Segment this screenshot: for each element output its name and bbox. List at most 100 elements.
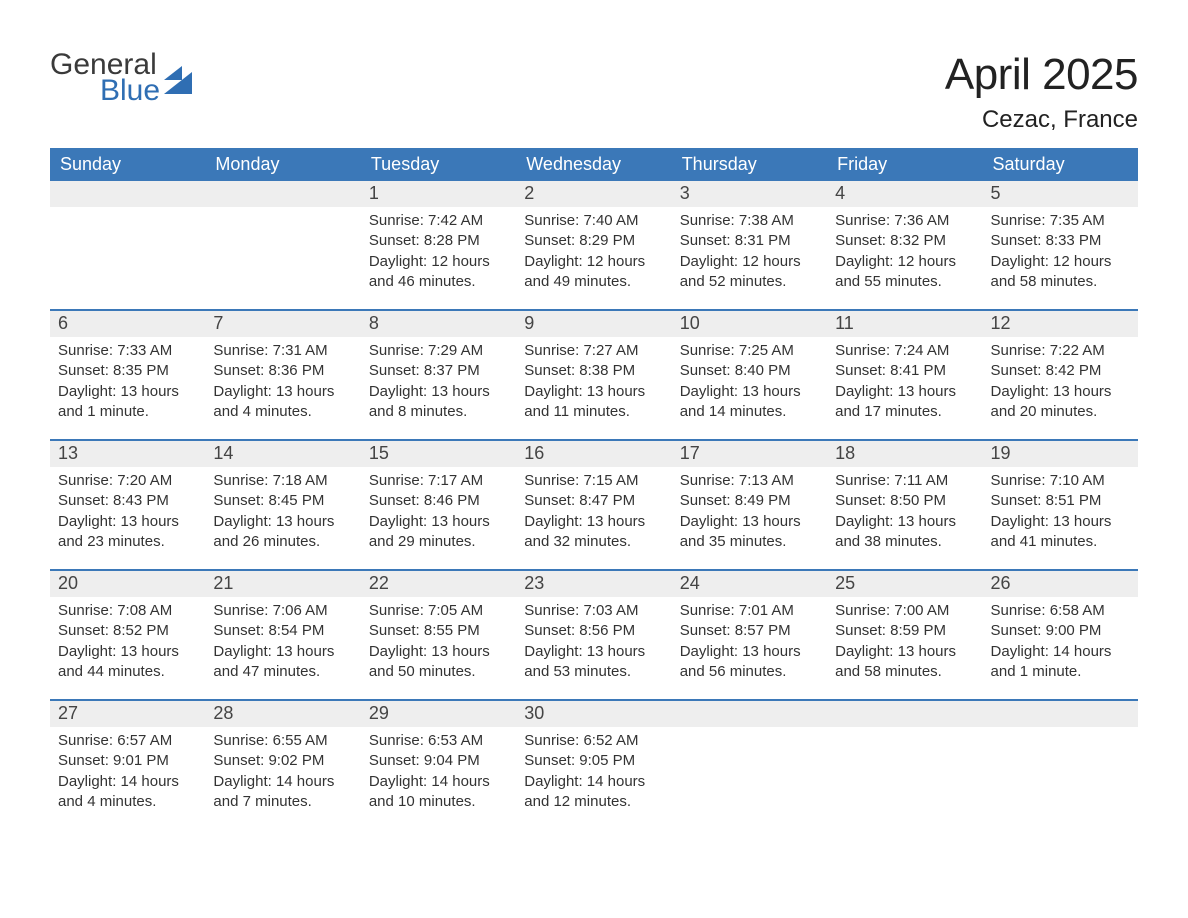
day-number: 16 — [516, 441, 671, 467]
sunset-text: Sunset: 8:33 PM — [991, 231, 1130, 251]
weekday-header: Thursday — [672, 148, 827, 181]
day-details: Sunrise: 7:05 AMSunset: 8:55 PMDaylight:… — [361, 597, 516, 694]
sunset-text: Sunset: 9:01 PM — [58, 751, 197, 771]
day-number: 23 — [516, 571, 671, 597]
sunset-text: Sunset: 8:35 PM — [58, 361, 197, 381]
day-details: Sunrise: 7:18 AMSunset: 8:45 PMDaylight:… — [205, 467, 360, 564]
sunset-text: Sunset: 9:05 PM — [524, 751, 663, 771]
weekday-header: Monday — [205, 148, 360, 181]
calendar-day-cell: 24Sunrise: 7:01 AMSunset: 8:57 PMDayligh… — [672, 571, 827, 699]
day-details: Sunrise: 7:35 AMSunset: 8:33 PMDaylight:… — [983, 207, 1138, 304]
day-details — [672, 727, 827, 743]
sunset-text: Sunset: 8:45 PM — [213, 491, 352, 511]
day-details: Sunrise: 7:33 AMSunset: 8:35 PMDaylight:… — [50, 337, 205, 434]
day-number — [827, 701, 982, 727]
daylight-text: Daylight: 13 hours and 1 minute. — [58, 382, 197, 423]
day-details — [50, 207, 205, 223]
calendar-day-cell: 4Sunrise: 7:36 AMSunset: 8:32 PMDaylight… — [827, 181, 982, 309]
calendar-day-cell — [205, 181, 360, 309]
calendar-day-cell: 10Sunrise: 7:25 AMSunset: 8:40 PMDayligh… — [672, 311, 827, 439]
header-row: General Blue April 2025 Cezac, France — [50, 50, 1138, 134]
daylight-text: Daylight: 12 hours and 49 minutes. — [524, 252, 663, 293]
logo-text: General Blue — [50, 50, 160, 106]
sunset-text: Sunset: 8:59 PM — [835, 621, 974, 641]
daylight-text: Daylight: 14 hours and 4 minutes. — [58, 772, 197, 813]
sunrise-text: Sunrise: 6:53 AM — [369, 731, 508, 751]
day-details: Sunrise: 7:29 AMSunset: 8:37 PMDaylight:… — [361, 337, 516, 434]
daylight-text: Daylight: 13 hours and 11 minutes. — [524, 382, 663, 423]
day-number: 10 — [672, 311, 827, 337]
sunset-text: Sunset: 8:46 PM — [369, 491, 508, 511]
day-details: Sunrise: 7:31 AMSunset: 8:36 PMDaylight:… — [205, 337, 360, 434]
day-number — [983, 701, 1138, 727]
daylight-text: Daylight: 14 hours and 7 minutes. — [213, 772, 352, 813]
calendar-day-cell: 12Sunrise: 7:22 AMSunset: 8:42 PMDayligh… — [983, 311, 1138, 439]
sunrise-text: Sunrise: 7:27 AM — [524, 341, 663, 361]
daylight-text: Daylight: 13 hours and 32 minutes. — [524, 512, 663, 553]
sunset-text: Sunset: 8:57 PM — [680, 621, 819, 641]
sunrise-text: Sunrise: 7:01 AM — [680, 601, 819, 621]
day-number: 17 — [672, 441, 827, 467]
calendar-day-cell: 17Sunrise: 7:13 AMSunset: 8:49 PMDayligh… — [672, 441, 827, 569]
daylight-text: Daylight: 12 hours and 52 minutes. — [680, 252, 819, 293]
logo-flag-icon — [164, 66, 196, 94]
calendar-day-cell: 3Sunrise: 7:38 AMSunset: 8:31 PMDaylight… — [672, 181, 827, 309]
day-details: Sunrise: 7:17 AMSunset: 8:46 PMDaylight:… — [361, 467, 516, 564]
calendar-body: 1Sunrise: 7:42 AMSunset: 8:28 PMDaylight… — [50, 181, 1138, 829]
day-details: Sunrise: 6:55 AMSunset: 9:02 PMDaylight:… — [205, 727, 360, 824]
sunrise-text: Sunrise: 7:18 AM — [213, 471, 352, 491]
weekday-header: Saturday — [983, 148, 1138, 181]
sunset-text: Sunset: 8:31 PM — [680, 231, 819, 251]
daylight-text: Daylight: 13 hours and 8 minutes. — [369, 382, 508, 423]
day-number: 15 — [361, 441, 516, 467]
sunrise-text: Sunrise: 6:52 AM — [524, 731, 663, 751]
sunrise-text: Sunrise: 7:29 AM — [369, 341, 508, 361]
day-number: 8 — [361, 311, 516, 337]
weekday-header: Tuesday — [361, 148, 516, 181]
day-number: 25 — [827, 571, 982, 597]
calendar-day-cell: 23Sunrise: 7:03 AMSunset: 8:56 PMDayligh… — [516, 571, 671, 699]
sunrise-text: Sunrise: 7:17 AM — [369, 471, 508, 491]
day-details: Sunrise: 7:38 AMSunset: 8:31 PMDaylight:… — [672, 207, 827, 304]
day-number: 27 — [50, 701, 205, 727]
day-number: 9 — [516, 311, 671, 337]
sunrise-text: Sunrise: 6:58 AM — [991, 601, 1130, 621]
calendar-day-cell — [983, 701, 1138, 829]
calendar-day-cell: 29Sunrise: 6:53 AMSunset: 9:04 PMDayligh… — [361, 701, 516, 829]
calendar-day-cell: 26Sunrise: 6:58 AMSunset: 9:00 PMDayligh… — [983, 571, 1138, 699]
day-details: Sunrise: 7:03 AMSunset: 8:56 PMDaylight:… — [516, 597, 671, 694]
calendar-day-cell: 15Sunrise: 7:17 AMSunset: 8:46 PMDayligh… — [361, 441, 516, 569]
daylight-text: Daylight: 14 hours and 1 minute. — [991, 642, 1130, 683]
day-number: 7 — [205, 311, 360, 337]
calendar-day-cell — [827, 701, 982, 829]
daylight-text: Daylight: 13 hours and 38 minutes. — [835, 512, 974, 553]
sunrise-text: Sunrise: 7:10 AM — [991, 471, 1130, 491]
day-number: 21 — [205, 571, 360, 597]
sunrise-text: Sunrise: 7:35 AM — [991, 211, 1130, 231]
day-number: 14 — [205, 441, 360, 467]
daylight-text: Daylight: 13 hours and 53 minutes. — [524, 642, 663, 683]
daylight-text: Daylight: 12 hours and 58 minutes. — [991, 252, 1130, 293]
day-number: 13 — [50, 441, 205, 467]
calendar-day-cell — [50, 181, 205, 309]
calendar-day-cell: 5Sunrise: 7:35 AMSunset: 8:33 PMDaylight… — [983, 181, 1138, 309]
day-details: Sunrise: 6:57 AMSunset: 9:01 PMDaylight:… — [50, 727, 205, 824]
calendar-day-cell: 20Sunrise: 7:08 AMSunset: 8:52 PMDayligh… — [50, 571, 205, 699]
sunset-text: Sunset: 8:52 PM — [58, 621, 197, 641]
sunset-text: Sunset: 8:54 PM — [213, 621, 352, 641]
sunrise-text: Sunrise: 7:31 AM — [213, 341, 352, 361]
day-number: 4 — [827, 181, 982, 207]
day-details: Sunrise: 7:36 AMSunset: 8:32 PMDaylight:… — [827, 207, 982, 304]
calendar-header-row: Sunday Monday Tuesday Wednesday Thursday… — [50, 148, 1138, 181]
sunset-text: Sunset: 8:56 PM — [524, 621, 663, 641]
sunset-text: Sunset: 8:37 PM — [369, 361, 508, 381]
sunset-text: Sunset: 8:42 PM — [991, 361, 1130, 381]
sunrise-text: Sunrise: 6:55 AM — [213, 731, 352, 751]
sunset-text: Sunset: 9:02 PM — [213, 751, 352, 771]
day-details: Sunrise: 7:06 AMSunset: 8:54 PMDaylight:… — [205, 597, 360, 694]
daylight-text: Daylight: 13 hours and 29 minutes. — [369, 512, 508, 553]
sunrise-text: Sunrise: 7:11 AM — [835, 471, 974, 491]
logo-word-blue: Blue — [100, 76, 160, 106]
day-details: Sunrise: 7:00 AMSunset: 8:59 PMDaylight:… — [827, 597, 982, 694]
sunset-text: Sunset: 8:41 PM — [835, 361, 974, 381]
